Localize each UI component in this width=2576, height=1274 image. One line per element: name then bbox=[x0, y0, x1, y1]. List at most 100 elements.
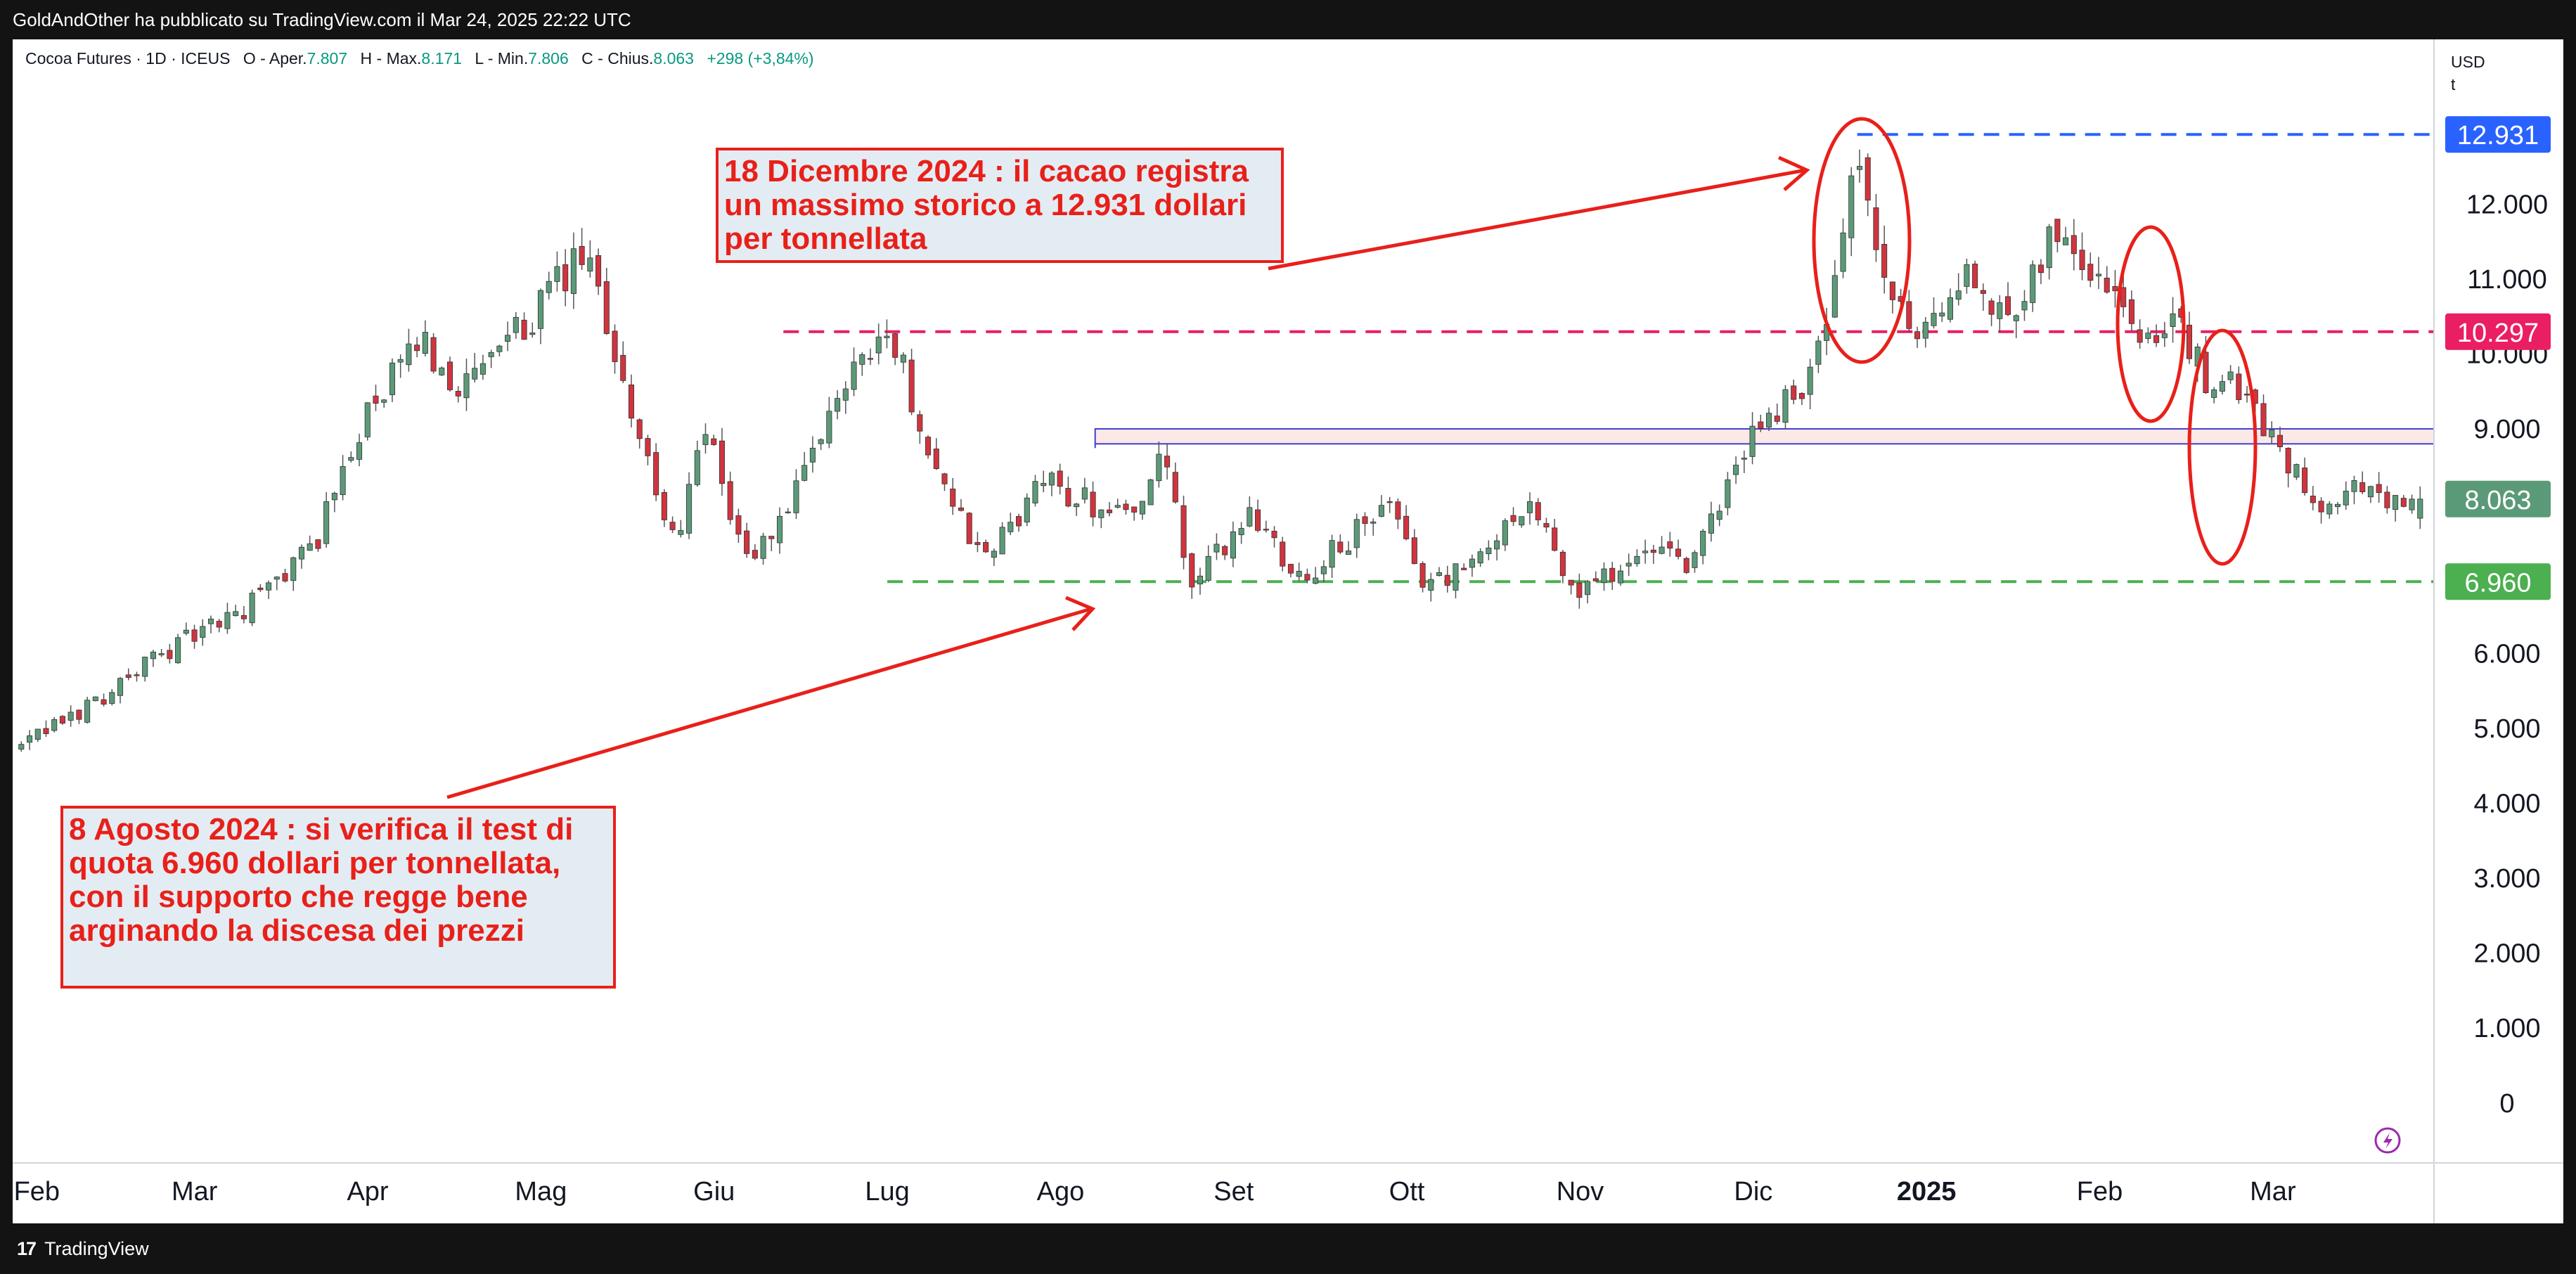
candle-body bbox=[1296, 570, 1302, 577]
currency-unit[interactable]: USD t bbox=[2451, 51, 2485, 96]
candle-body bbox=[2285, 448, 2291, 474]
candle-body bbox=[27, 735, 33, 743]
candle-125 bbox=[1048, 471, 1055, 496]
candle-248 bbox=[2063, 226, 2069, 245]
candle-body bbox=[414, 345, 420, 352]
candle-41 bbox=[356, 433, 363, 467]
candle-123 bbox=[1032, 475, 1038, 507]
y-tick-label: 5.000 bbox=[2473, 714, 2540, 744]
candle-body bbox=[249, 593, 255, 624]
candle-body bbox=[2236, 373, 2242, 400]
candle-body bbox=[1098, 509, 1105, 518]
candle-48 bbox=[414, 337, 420, 358]
candle-body bbox=[2021, 301, 2028, 311]
candle-86 bbox=[727, 471, 733, 525]
candle-29 bbox=[257, 584, 264, 592]
candle-206 bbox=[1716, 504, 1722, 527]
candle-body bbox=[768, 536, 775, 539]
chart-area[interactable]: 01.0002.0003.0004.0005.0006.0007.0008.00… bbox=[13, 39, 2563, 1223]
candle-body bbox=[76, 709, 82, 720]
candle-body bbox=[1180, 505, 1187, 558]
candle-body bbox=[2343, 491, 2349, 506]
candle-body bbox=[1453, 563, 1459, 591]
candle-body bbox=[1798, 393, 1805, 399]
candle-115 bbox=[966, 512, 972, 544]
candle-body bbox=[315, 539, 321, 549]
candle-body bbox=[1700, 531, 1706, 556]
candle-body bbox=[776, 515, 783, 543]
candle-body bbox=[1601, 568, 1607, 584]
candle-208 bbox=[1733, 456, 1739, 484]
candle-183 bbox=[1526, 492, 1533, 525]
candle-277 bbox=[2302, 457, 2308, 496]
y-tick-label: 0 bbox=[2499, 1089, 2514, 1119]
candle-body bbox=[2359, 482, 2366, 492]
candle-45 bbox=[389, 358, 395, 402]
candle-97 bbox=[818, 438, 824, 451]
candle-73 bbox=[620, 341, 626, 383]
lightning-icon[interactable] bbox=[2374, 1127, 2401, 1154]
candle-body bbox=[1106, 509, 1113, 513]
candle-body bbox=[1782, 389, 1789, 423]
candle-16 bbox=[150, 650, 156, 667]
candle-body bbox=[1280, 541, 1286, 567]
candle-255 bbox=[2120, 275, 2127, 318]
candle-body bbox=[785, 511, 791, 513]
candle-body bbox=[1230, 531, 1236, 559]
candle-87 bbox=[735, 508, 742, 543]
legend-symbol: Cocoa Futures · 1D · ICEUS bbox=[25, 49, 231, 67]
candle-body bbox=[1848, 175, 1855, 238]
candle-132 bbox=[1106, 502, 1113, 517]
candle-269 bbox=[2236, 366, 2242, 404]
candle-252 bbox=[2095, 257, 2102, 290]
candle-body bbox=[2335, 503, 2341, 508]
candle-body bbox=[1716, 510, 1722, 520]
x-tick-label: Feb bbox=[14, 1177, 60, 1207]
y-tick-label: 12.000 bbox=[2466, 190, 2548, 219]
x-tick-label: Dic bbox=[1734, 1177, 1772, 1207]
x-tick-label: Lug bbox=[865, 1177, 909, 1207]
candle-251 bbox=[2087, 252, 2094, 288]
candle-65 bbox=[554, 251, 560, 292]
candle-body bbox=[505, 335, 511, 342]
candle-204 bbox=[1700, 529, 1706, 565]
candle-60 bbox=[513, 311, 519, 339]
candle-3 bbox=[43, 720, 49, 738]
candle-body bbox=[1634, 555, 1640, 565]
candle-body bbox=[1114, 505, 1121, 508]
candle-body bbox=[744, 530, 750, 554]
candle-body bbox=[2046, 226, 2052, 269]
candle-body bbox=[1758, 421, 1764, 429]
candle-287 bbox=[2384, 486, 2390, 514]
candle-156 bbox=[1304, 568, 1310, 584]
candle-101 bbox=[851, 347, 857, 397]
candle-69 bbox=[587, 240, 593, 278]
candle-2 bbox=[34, 728, 41, 742]
candle-body bbox=[1741, 457, 1747, 460]
candle-119 bbox=[999, 522, 1005, 555]
candle-body bbox=[991, 551, 997, 558]
candle-131 bbox=[1098, 509, 1105, 529]
candle-body bbox=[1881, 244, 1888, 278]
candle-body bbox=[752, 550, 758, 559]
publication-header: GoldAndOther ha pubblicato su TradingVie… bbox=[0, 0, 2576, 39]
candle-body bbox=[1247, 507, 1253, 527]
candle-225 bbox=[1873, 193, 1879, 262]
price-chart[interactable]: 01.0002.0003.0004.0005.0006.0007.0008.00… bbox=[13, 39, 2563, 1223]
candle-body bbox=[1774, 416, 1780, 422]
candle-173 bbox=[1444, 565, 1450, 593]
candle-body bbox=[1502, 520, 1508, 546]
candle-109 bbox=[917, 410, 923, 444]
candle-289 bbox=[2400, 494, 2407, 508]
time-axis[interactable]: Feb Mar Apr Mag Giu Lug Ago Set Ott Nov Dic 2025 Feb… bbox=[14, 1177, 2296, 1207]
candle-260 bbox=[2161, 321, 2168, 347]
candle-176 bbox=[1469, 554, 1475, 577]
candle-body bbox=[620, 354, 626, 381]
candle-body bbox=[925, 437, 932, 456]
candle-114 bbox=[958, 498, 965, 512]
candle-111 bbox=[933, 438, 939, 470]
candle-78 bbox=[661, 489, 667, 527]
candle-263 bbox=[2186, 311, 2193, 364]
candle-body bbox=[224, 612, 231, 629]
tradingview-logo-icon: 17 bbox=[17, 1238, 37, 1259]
